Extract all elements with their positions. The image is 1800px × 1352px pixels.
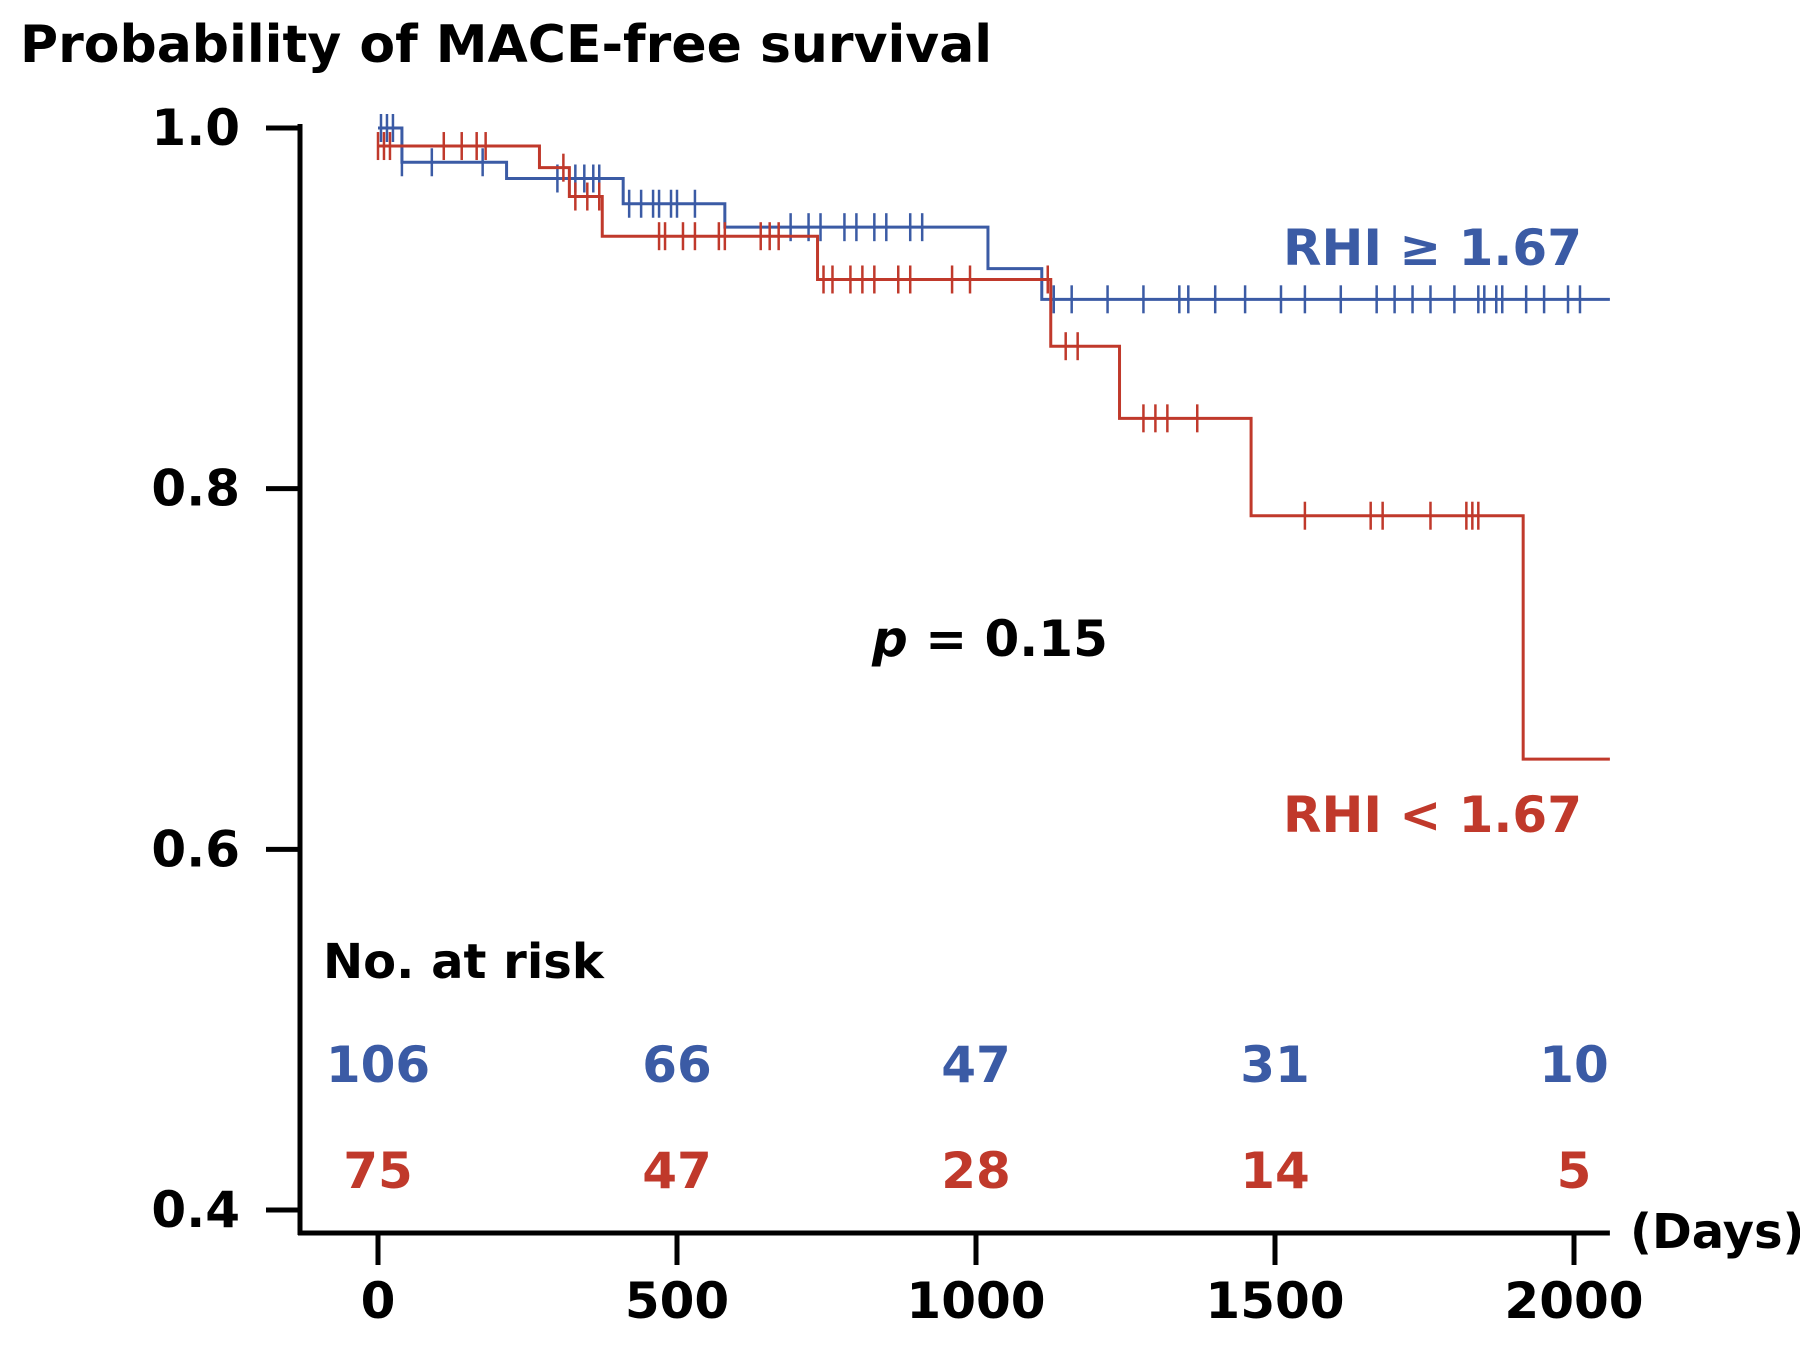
y-tick-label: 1.0 bbox=[151, 99, 240, 157]
risk-count: 5 bbox=[1557, 1142, 1592, 1200]
survival-curve-high bbox=[378, 126, 1610, 301]
x-tick-label: 2000 bbox=[1504, 1272, 1643, 1330]
y-tick-label: 0.8 bbox=[151, 460, 240, 518]
p-value-annotation: p = 0.15 bbox=[871, 610, 1108, 668]
risk-count: 31 bbox=[1240, 1036, 1310, 1094]
risk-count: 10 bbox=[1539, 1036, 1609, 1094]
x-tick-label: 500 bbox=[625, 1272, 729, 1330]
series-label-high: RHI ≥ 1.67 bbox=[1283, 219, 1582, 277]
x-axis-label: (Days) bbox=[1630, 1204, 1800, 1260]
risk-count: 47 bbox=[941, 1036, 1011, 1094]
risk-count: 28 bbox=[941, 1142, 1011, 1200]
x-ticks: 0 500 1000 1500 2000 bbox=[361, 1233, 1644, 1330]
axes bbox=[297, 124, 1610, 1236]
risk-count: 47 bbox=[642, 1142, 712, 1200]
x-tick-label: 1000 bbox=[906, 1272, 1045, 1330]
risk-count: 106 bbox=[326, 1036, 430, 1094]
y-ticks: 0.4 0.6 0.8 1.0 bbox=[151, 99, 300, 1239]
chart-title: Probability of MACE-free survival bbox=[20, 15, 992, 75]
x-tick-label: 0 bbox=[361, 1272, 396, 1330]
risk-count: 66 bbox=[642, 1036, 712, 1094]
series-label-low: RHI < 1.67 bbox=[1283, 786, 1582, 844]
p-value-text: = 0.15 bbox=[908, 610, 1108, 668]
risk-table-title: No. at risk bbox=[323, 934, 605, 990]
y-tick-label: 0.6 bbox=[151, 820, 240, 878]
risk-table: 106 66 47 31 10 75 47 28 14 5 bbox=[326, 1036, 1609, 1200]
p-symbol: p bbox=[871, 610, 908, 668]
risk-count: 14 bbox=[1240, 1142, 1310, 1200]
y-tick-label: 0.4 bbox=[151, 1181, 240, 1239]
x-tick-label: 1500 bbox=[1205, 1272, 1344, 1330]
risk-count: 75 bbox=[343, 1142, 413, 1200]
series-layer bbox=[376, 114, 1610, 761]
